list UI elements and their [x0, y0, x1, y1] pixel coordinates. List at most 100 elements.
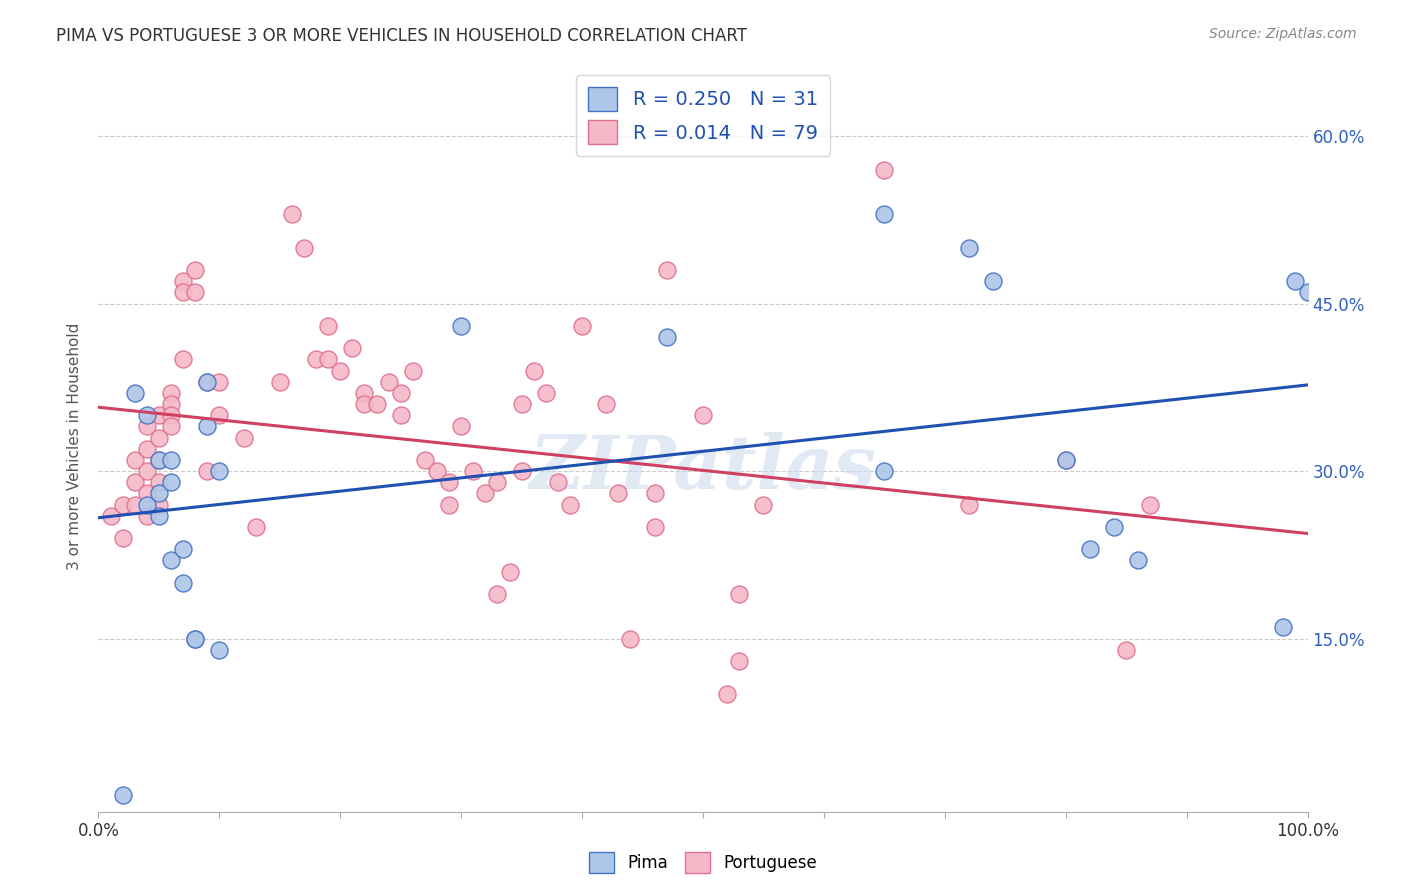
Point: [232, 431, 254, 445]
Point: [353, 397, 375, 411]
Point: [329, 363, 352, 377]
Point: [981, 274, 1004, 288]
Point: [1139, 498, 1161, 512]
Point: [366, 397, 388, 411]
Point: [402, 363, 425, 377]
Point: [111, 498, 134, 512]
Point: [1128, 553, 1150, 567]
Point: [160, 386, 183, 401]
Point: [644, 520, 666, 534]
Point: [558, 498, 581, 512]
Point: [571, 318, 593, 333]
Point: [135, 409, 157, 423]
Point: [148, 508, 170, 523]
Point: [124, 475, 146, 490]
Point: [195, 375, 218, 389]
Y-axis label: 3 or more Vehicles in Household: 3 or more Vehicles in Household: [67, 322, 83, 570]
Point: [184, 285, 207, 300]
Point: [1054, 453, 1077, 467]
Point: [486, 475, 509, 490]
Point: [450, 318, 472, 333]
Point: [1272, 620, 1295, 634]
Point: [413, 453, 436, 467]
Point: [148, 453, 170, 467]
Point: [281, 207, 304, 221]
Point: [148, 409, 170, 423]
Point: [486, 587, 509, 601]
Point: [1296, 285, 1319, 300]
Point: [437, 475, 460, 490]
Point: [389, 409, 412, 423]
Point: [124, 453, 146, 467]
Point: [728, 587, 751, 601]
Point: [873, 162, 896, 177]
Point: [547, 475, 569, 490]
Point: [195, 375, 218, 389]
Point: [124, 386, 146, 401]
Point: [160, 475, 183, 490]
Point: [305, 352, 328, 367]
Point: [1115, 642, 1137, 657]
Legend: Pima, Portuguese: Pima, Portuguese: [582, 846, 824, 880]
Point: [728, 654, 751, 668]
Point: [208, 375, 231, 389]
Point: [655, 330, 678, 344]
Point: [873, 207, 896, 221]
Point: [172, 285, 194, 300]
Point: [498, 565, 520, 579]
Point: [160, 409, 183, 423]
Point: [523, 363, 546, 377]
Point: [437, 498, 460, 512]
Point: [184, 632, 207, 646]
Point: [135, 498, 157, 512]
Point: [111, 788, 134, 802]
Point: [195, 464, 218, 478]
Point: [208, 464, 231, 478]
Point: [184, 263, 207, 277]
Point: [692, 409, 714, 423]
Point: [124, 498, 146, 512]
Legend: R = 0.250   N = 31, R = 0.014   N = 79: R = 0.250 N = 31, R = 0.014 N = 79: [576, 75, 830, 156]
Point: [316, 352, 339, 367]
Point: [160, 397, 183, 411]
Point: [148, 431, 170, 445]
Point: [135, 508, 157, 523]
Point: [463, 464, 485, 478]
Point: [510, 464, 533, 478]
Point: [135, 464, 157, 478]
Point: [510, 397, 533, 411]
Point: [148, 498, 170, 512]
Point: [160, 419, 183, 434]
Point: [292, 241, 315, 255]
Point: [148, 453, 170, 467]
Point: [342, 341, 364, 355]
Point: [160, 453, 183, 467]
Point: [208, 642, 231, 657]
Point: [1054, 453, 1077, 467]
Point: [1284, 274, 1306, 288]
Point: [377, 375, 399, 389]
Point: [135, 442, 157, 456]
Point: [269, 375, 291, 389]
Text: Source: ZipAtlas.com: Source: ZipAtlas.com: [1209, 27, 1357, 41]
Text: ZIPatlas: ZIPatlas: [530, 432, 876, 504]
Point: [316, 318, 339, 333]
Point: [450, 419, 472, 434]
Point: [160, 553, 183, 567]
Point: [873, 464, 896, 478]
Point: [172, 274, 194, 288]
Point: [135, 419, 157, 434]
Point: [100, 508, 122, 523]
Point: [752, 498, 775, 512]
Point: [607, 486, 630, 500]
Point: [716, 688, 738, 702]
Point: [172, 542, 194, 557]
Point: [655, 263, 678, 277]
Point: [619, 632, 641, 646]
Point: [1102, 520, 1125, 534]
Text: PIMA VS PORTUGUESE 3 OR MORE VEHICLES IN HOUSEHOLD CORRELATION CHART: PIMA VS PORTUGUESE 3 OR MORE VEHICLES IN…: [56, 27, 747, 45]
Point: [148, 486, 170, 500]
Point: [148, 475, 170, 490]
Point: [111, 531, 134, 545]
Point: [534, 386, 557, 401]
